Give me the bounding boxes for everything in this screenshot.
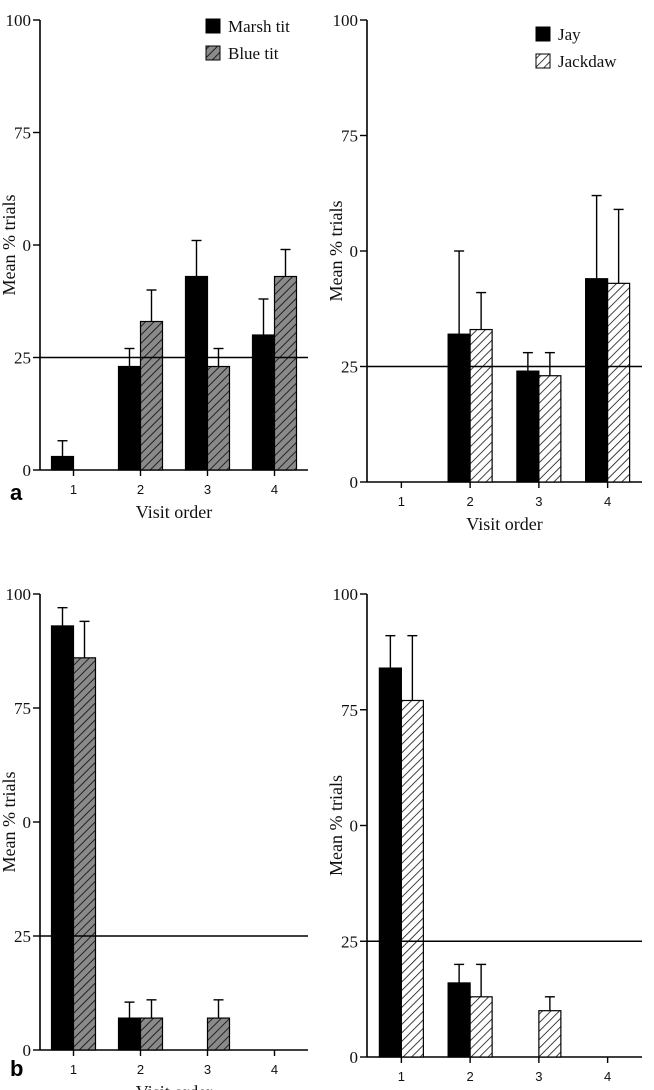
x-tick-label: 3 — [204, 1062, 211, 1077]
y-tick-label: 0 — [350, 473, 359, 492]
y-tick-label: 75 — [14, 124, 31, 143]
panel-label-b: b — [10, 1056, 23, 1081]
bar — [538, 375, 562, 483]
bar — [50, 455, 75, 471]
bar — [117, 1017, 142, 1051]
y-tick-label: 25 — [341, 358, 358, 377]
y-axis-label: Mean % trials — [326, 775, 346, 876]
bar — [516, 370, 540, 483]
x-axis-label: Visit order — [136, 502, 212, 522]
y-axis-label: Mean % trials — [0, 772, 19, 873]
y-tick-label: 0 — [350, 242, 359, 261]
x-tick-label: 3 — [204, 482, 211, 497]
y-tick-label: 100 — [333, 11, 359, 30]
x-tick-label: 1 — [398, 1069, 405, 1084]
chart-marsh-blue-tit-b: 0 25 0 75 100 1 2 3 4 Visit order Mean % trials — [0, 585, 308, 1090]
legend-swatch — [535, 26, 551, 42]
legend-label: Jackdaw — [558, 52, 617, 71]
y-axis-label: Mean % trials — [326, 201, 346, 302]
panel-label-a: a — [10, 480, 23, 505]
bar — [400, 699, 424, 1058]
legend-swatch — [205, 18, 221, 34]
y-tick-label: 0 — [23, 813, 32, 832]
legend-label: Blue tit — [228, 44, 279, 63]
y-tick-label: 75 — [14, 699, 31, 718]
bar — [469, 996, 493, 1058]
chart-marsh-blue-tit-a: 0 25 0 75 100 1 2 3 4 Visit order Mean % trials Mar… — [0, 11, 308, 522]
y-tick-label: 0 — [350, 817, 359, 836]
legend-label: Jay — [558, 25, 581, 44]
legend-swatch — [535, 53, 551, 69]
bar — [585, 278, 609, 483]
y-tick-label: 0 — [23, 236, 32, 255]
y-tick-label: 25 — [14, 349, 31, 368]
bar — [447, 333, 471, 483]
bar — [206, 365, 231, 471]
x-tick-label: 2 — [137, 482, 144, 497]
bar — [251, 334, 276, 471]
y-tick-label: 100 — [6, 585, 32, 604]
bar — [184, 275, 209, 471]
x-tick-label: 1 — [398, 494, 405, 509]
x-tick-label: 4 — [271, 482, 278, 497]
y-axis-label: Mean % trials — [0, 195, 19, 296]
x-tick-label: 2 — [137, 1062, 144, 1077]
bar — [607, 282, 631, 483]
bar — [139, 1017, 164, 1051]
chart-jay-jackdaw-a: 0 25 0 75 100 1 2 3 4 Visit order Mean % trials Jay… — [326, 11, 642, 534]
x-axis-label: Visit order — [136, 1082, 212, 1090]
legend-label: Marsh tit — [228, 17, 290, 36]
y-tick-label: 0 — [23, 461, 32, 480]
y-tick-label: 0 — [350, 1048, 359, 1067]
bar — [206, 1017, 231, 1051]
y-tick-label: 100 — [333, 585, 359, 604]
y-tick-label: 100 — [6, 11, 32, 30]
bar — [273, 275, 298, 471]
bar — [469, 328, 493, 483]
bar — [50, 625, 75, 1051]
x-tick-label: 2 — [467, 494, 474, 509]
x-tick-label: 2 — [467, 1069, 474, 1084]
y-tick-label: 75 — [341, 701, 358, 720]
x-tick-label: 1 — [70, 1062, 77, 1077]
y-tick-label: 0 — [23, 1041, 32, 1060]
bar — [139, 320, 164, 471]
x-tick-label: 4 — [271, 1062, 278, 1077]
x-tick-label: 3 — [535, 494, 542, 509]
x-tick-label: 4 — [604, 1069, 611, 1084]
bar — [72, 657, 97, 1051]
y-tick-label: 75 — [341, 127, 358, 146]
y-tick-label: 25 — [14, 927, 31, 946]
bar — [378, 667, 402, 1058]
legend-swatch — [205, 45, 221, 61]
bar — [117, 365, 142, 471]
bar — [447, 982, 471, 1058]
bar — [538, 1010, 562, 1058]
x-tick-label: 3 — [535, 1069, 542, 1084]
x-tick-label: 1 — [70, 482, 77, 497]
x-tick-label: 4 — [604, 494, 611, 509]
x-axis-label: Visit order — [466, 514, 542, 534]
y-tick-label: 25 — [341, 932, 358, 951]
